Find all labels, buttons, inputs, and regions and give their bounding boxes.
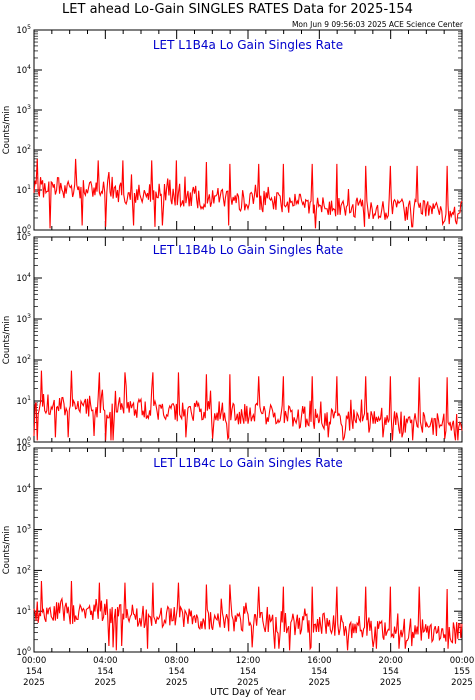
y-tick-label: 105 [16,442,31,454]
y-ticks-2: 100 101 102 103 104 105 [16,231,462,448]
y-tick-label: 100 [16,646,31,658]
x-tick-label: 154 [169,667,185,677]
series-line [33,580,463,651]
series-1 [33,158,463,229]
x-tick-label: 16:00 [307,656,332,666]
y-axis-label-2: Counts/min [2,316,12,365]
x-tick-label: 2025 [166,678,188,688]
x-ticks-3: 00:00154202504:00154202508:00154202512:0… [22,448,475,688]
figure-title: LET ahead Lo-Gain SINGLES RATES Data for… [62,2,413,17]
x-tick-label: 04:00 [93,656,118,666]
x-tick-label: 154 [26,667,42,677]
y-tick-label: 101 [16,184,31,196]
y-tick-label: 105 [16,24,31,36]
panel-title-3: LET L1B4c Lo Gain Singles Rate [153,456,343,470]
panel-1: LET L1B4a Lo Gain Singles Rate Counts/mi… [2,24,463,236]
x-tick-label: 08:00 [164,656,189,666]
y-tick-label: 103 [16,313,31,325]
y-tick-label: 102 [16,354,31,366]
x-tick-label: 154 [311,667,327,677]
plot-frame-2 [33,236,463,443]
panel-title-2: LET L1B4b Lo Gain Singles Rate [153,243,344,257]
x-tick-label: 154 [97,667,113,677]
x-tick-label: 2025 [237,678,259,688]
y-axis-label-1: Counts/min [2,106,12,155]
y-tick-label: 103 [16,104,31,116]
y-axis-label-3: Counts/min [2,526,12,575]
y-tick-label: 100 [16,224,31,236]
figure-timestamp: Mon Jun 9 09:56:03 2025 ACE Science Cent… [292,20,464,29]
x-tick-label: 2025 [309,678,331,688]
x-tick-label: 20:00 [378,656,403,666]
x-tick-label: 00:00 [450,656,475,666]
y-tick-label: 102 [16,564,31,576]
series-line [33,370,463,441]
x-tick-label: 154 [383,667,399,677]
series-3 [33,580,463,651]
x-axis-label: UTC Day of Year [210,687,286,698]
y-ticks-3: 100 101 102 103 104 105 [16,442,462,658]
y-tick-label: 105 [16,231,31,243]
x-tick-label: 2025 [380,678,402,688]
y-ticks-1: 100 101 102 103 104 105 [16,24,462,236]
x-tick-label: 155 [454,667,470,677]
y-tick-label: 101 [16,605,31,617]
series-2 [33,370,463,441]
x-tick-label: 12:00 [236,656,261,666]
y-tick-label: 102 [16,144,31,156]
x-ticks-1 [33,30,463,230]
x-tick-label: 2025 [23,678,45,688]
x-tick-label: 2025 [95,678,117,688]
panel-3: LET L1B4c Lo Gain Singles Rate Counts/mi… [2,442,474,688]
y-tick-label: 104 [16,483,31,495]
panel-2: LET L1B4b Lo Gain Singles Rate Counts/mi… [2,231,463,448]
y-tick-label: 101 [16,395,31,407]
series-line [33,158,463,229]
x-tick-label: 154 [240,667,256,677]
x-ticks-2 [33,237,463,442]
panel-title-1: LET L1B4a Lo Gain Singles Rate [153,38,343,52]
y-tick-label: 100 [16,436,31,448]
y-tick-label: 104 [16,272,31,284]
y-tick-label: 103 [16,524,31,536]
x-tick-label: 2025 [451,678,473,688]
x-tick-label: 00:00 [22,656,47,666]
y-tick-label: 104 [16,64,31,76]
